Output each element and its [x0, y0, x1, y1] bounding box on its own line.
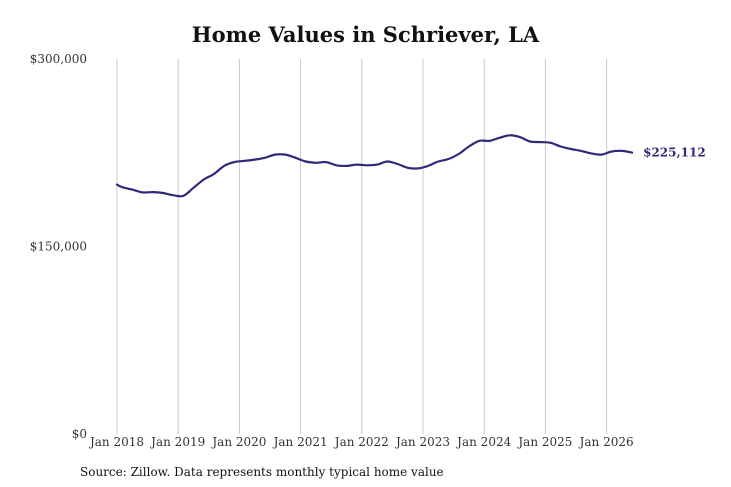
x-axis-ticks: Jan 2018 Jan 2019 Jan 2020 Jan 2021 Jan 2022…	[88, 435, 634, 449]
series-layer	[115, 134, 634, 198]
y-tick-label: $300,000	[30, 52, 87, 66]
x-tick-label: Jan 2025	[516, 435, 572, 449]
x-tick-label: Jan 2026	[578, 435, 634, 449]
y-axis-ticks: $0 $150,000 $300,000	[30, 52, 87, 441]
chart-source-note: Source: Zillow. Data represents monthly …	[80, 465, 444, 479]
label-layer: $225,112	[643, 146, 706, 160]
grid-lines	[116, 59, 608, 434]
series-line-home-value	[115, 134, 634, 198]
x-tick-label: Jan 2021	[272, 435, 328, 449]
y-tick-label: $150,000	[30, 240, 87, 254]
x-tick-label: Jan 2020	[210, 435, 266, 449]
y-tick-label: $0	[72, 427, 87, 441]
end-value-label: $225,112	[643, 146, 706, 160]
x-tick-label: Jan 2018	[88, 435, 144, 449]
x-tick-label: Jan 2024	[455, 435, 511, 449]
x-tick-label: Jan 2022	[333, 435, 389, 449]
x-tick-label: Jan 2019	[149, 435, 205, 449]
chart-title: Home Values in Schriever, LA	[191, 22, 540, 47]
x-tick-label: Jan 2023	[394, 435, 450, 449]
